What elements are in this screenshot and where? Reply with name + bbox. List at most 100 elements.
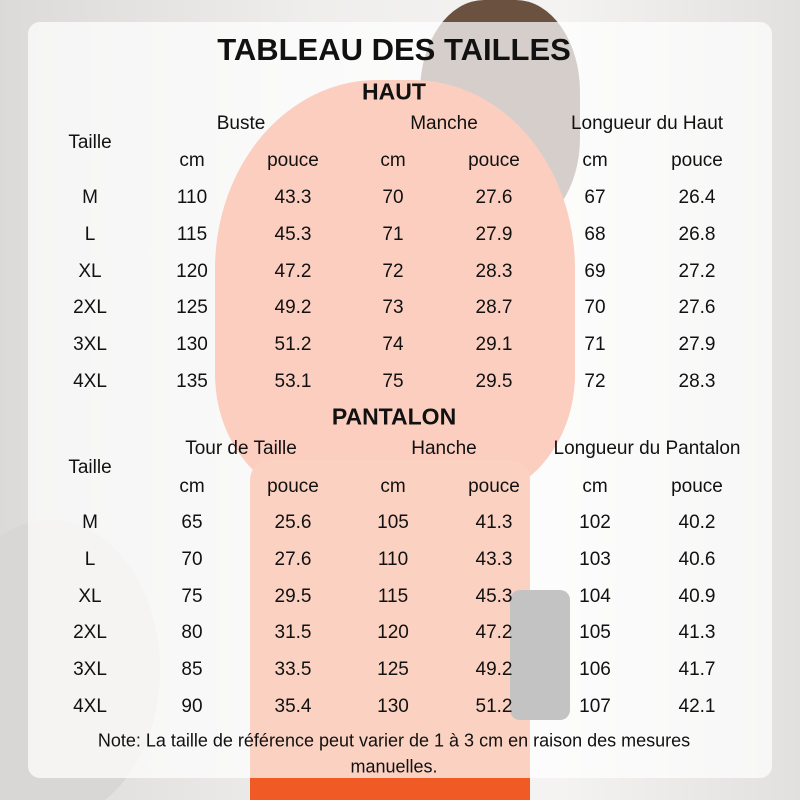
value-cell: 70 <box>382 187 404 208</box>
unit-header: pouce <box>468 150 520 171</box>
group-header: Buste <box>216 113 266 134</box>
value-cell: 29.5 <box>475 371 513 392</box>
value-cell: 106 <box>579 659 611 681</box>
size-cell: 2XL <box>73 297 107 319</box>
value-cell: 72 <box>584 371 606 392</box>
value-cell: 70 <box>584 297 606 319</box>
value-cell: 67 <box>584 187 606 208</box>
value-cell: 104 <box>579 585 611 607</box>
size-header: Taille <box>68 131 112 153</box>
value-cell: 51.2 <box>475 696 513 717</box>
unit-header: cm <box>179 476 205 497</box>
value-cell: 107 <box>579 696 611 717</box>
size-header: Taille <box>68 457 112 478</box>
unit-header: pouce <box>671 150 723 171</box>
size-chart-panel <box>28 22 772 778</box>
value-cell: 75 <box>382 371 404 392</box>
value-cell: 71 <box>584 334 606 356</box>
value-cell: 49.2 <box>274 297 312 319</box>
value-cell: 75 <box>181 585 203 607</box>
value-cell: 80 <box>181 622 203 644</box>
value-cell: 125 <box>377 659 409 681</box>
value-cell: 35.4 <box>274 696 312 717</box>
value-cell: 130 <box>176 334 208 356</box>
value-cell: 102 <box>579 512 611 533</box>
value-cell: 105 <box>377 512 409 533</box>
unit-header: pouce <box>267 476 319 497</box>
size-cell: M <box>82 187 98 208</box>
value-cell: 43.3 <box>475 548 513 570</box>
size-cell: 3XL <box>73 659 107 681</box>
value-cell: 69 <box>584 260 606 282</box>
value-cell: 135 <box>176 371 208 392</box>
value-cell: 41.3 <box>475 512 513 533</box>
value-cell: 33.5 <box>274 659 312 681</box>
value-cell: 27.6 <box>475 187 513 208</box>
value-cell: 40.6 <box>678 548 716 570</box>
value-cell: 120 <box>377 622 409 644</box>
value-cell: 72 <box>382 260 404 282</box>
value-cell: 42.1 <box>678 696 716 717</box>
value-cell: 49.2 <box>475 659 513 681</box>
value-cell: 25.6 <box>274 512 312 533</box>
value-cell: 45.3 <box>475 585 513 607</box>
note-cont: manuelles. <box>350 756 438 777</box>
value-cell: 28.7 <box>475 297 513 319</box>
value-cell: 71 <box>382 223 404 245</box>
value-cell: 73 <box>382 297 404 319</box>
size-cell: 3XL <box>73 334 107 356</box>
group-header: Longueur du Pantalon <box>553 438 741 459</box>
unit-header: pouce <box>267 150 319 171</box>
group-header: Hanche <box>411 438 477 459</box>
size-cell: XL <box>78 585 102 607</box>
value-cell: 27.9 <box>678 334 716 356</box>
value-cell: 90 <box>181 696 203 717</box>
value-cell: 45.3 <box>274 223 312 245</box>
unit-header: pouce <box>671 476 723 497</box>
value-cell: 41.3 <box>678 622 716 644</box>
size-cell: 4XL <box>73 371 107 392</box>
value-cell: 29.5 <box>274 585 312 607</box>
value-cell: 110 <box>176 187 208 208</box>
group-header: Longueur du Haut <box>570 113 724 134</box>
unit-header: pouce <box>468 476 520 497</box>
unit-header: cm <box>582 476 608 497</box>
size-cell: L <box>84 548 96 570</box>
value-cell: 43.3 <box>274 187 312 208</box>
unit-header: cm <box>179 150 205 171</box>
value-cell: 47.2 <box>475 622 513 644</box>
page-title: TABLEAU DES TAILLES <box>217 32 571 67</box>
group-header: Tour de Taille <box>185 438 297 459</box>
value-cell: 28.3 <box>475 260 513 282</box>
value-cell: 70 <box>181 548 203 570</box>
size-cell: XL <box>78 260 102 282</box>
value-cell: 105 <box>579 622 611 644</box>
value-cell: 103 <box>579 548 611 570</box>
value-cell: 26.8 <box>678 223 716 245</box>
value-cell: 40.2 <box>678 512 716 533</box>
value-cell: 51.2 <box>274 334 312 356</box>
section-title: HAUT <box>362 78 426 105</box>
group-header: Manche <box>410 113 478 134</box>
value-cell: 85 <box>181 659 203 681</box>
value-cell: 68 <box>584 223 606 245</box>
value-cell: 125 <box>176 297 208 319</box>
value-cell: 27.9 <box>475 223 513 245</box>
value-cell: 115 <box>176 223 208 245</box>
value-cell: 28.3 <box>678 371 716 392</box>
value-cell: 130 <box>377 696 409 717</box>
size-cell: L <box>84 223 96 245</box>
unit-header: cm <box>380 150 406 171</box>
size-cell: M <box>82 512 98 533</box>
value-cell: 31.5 <box>274 622 312 644</box>
value-cell: 27.2 <box>678 260 716 282</box>
value-cell: 29.1 <box>475 334 513 356</box>
value-cell: 27.6 <box>274 548 312 570</box>
note: Note: La taille de référence peut varier… <box>97 730 691 751</box>
unit-header: cm <box>380 476 406 497</box>
value-cell: 53.1 <box>274 371 312 392</box>
value-cell: 40.9 <box>678 585 716 607</box>
size-cell: 4XL <box>73 696 107 717</box>
value-cell: 74 <box>382 334 404 356</box>
value-cell: 47.2 <box>274 260 312 282</box>
